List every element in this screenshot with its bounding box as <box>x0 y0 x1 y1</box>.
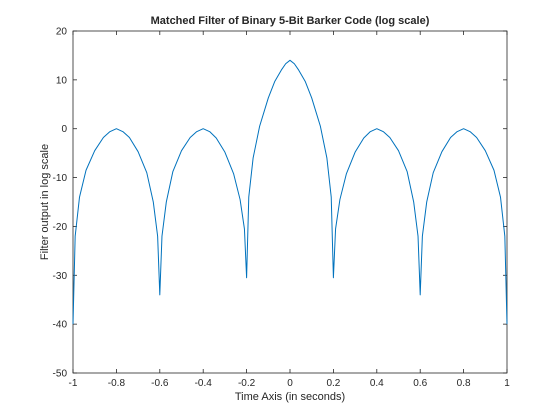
x-tick-label: -0.6 <box>151 378 169 389</box>
y-tick-label: -10 <box>53 173 68 184</box>
x-tick-label: -0.4 <box>195 378 213 389</box>
y-tick-label: -50 <box>53 369 68 380</box>
x-tick-label: -0.8 <box>108 378 126 389</box>
y-tick-label: -20 <box>53 222 68 233</box>
x-tick-label: 1 <box>504 378 510 389</box>
x-tick-label: -1 <box>69 378 78 389</box>
x-tick-label: -0.2 <box>238 378 256 389</box>
x-axis-label: Time Axis (in seconds) <box>235 391 345 403</box>
y-tick-label: 20 <box>56 27 68 38</box>
x-tick-label: 0 <box>287 378 293 389</box>
x-tick-label: 0.6 <box>413 378 427 389</box>
plot-frame <box>72 30 508 374</box>
x-tick-label: 0.4 <box>370 378 384 389</box>
y-tick-label: -30 <box>53 271 68 282</box>
x-tick-label: 0.2 <box>326 378 340 389</box>
chart-title: Matched Filter of Binary 5-Bit Barker Co… <box>151 15 430 27</box>
series-line <box>72 59 508 325</box>
y-tick-label: -40 <box>53 320 68 331</box>
y-tick-label: 10 <box>56 75 68 86</box>
y-axis-label: Filter output in log scale <box>39 144 51 260</box>
y-tick-label: 0 <box>61 124 67 135</box>
x-tick-label: 0.8 <box>457 378 471 389</box>
